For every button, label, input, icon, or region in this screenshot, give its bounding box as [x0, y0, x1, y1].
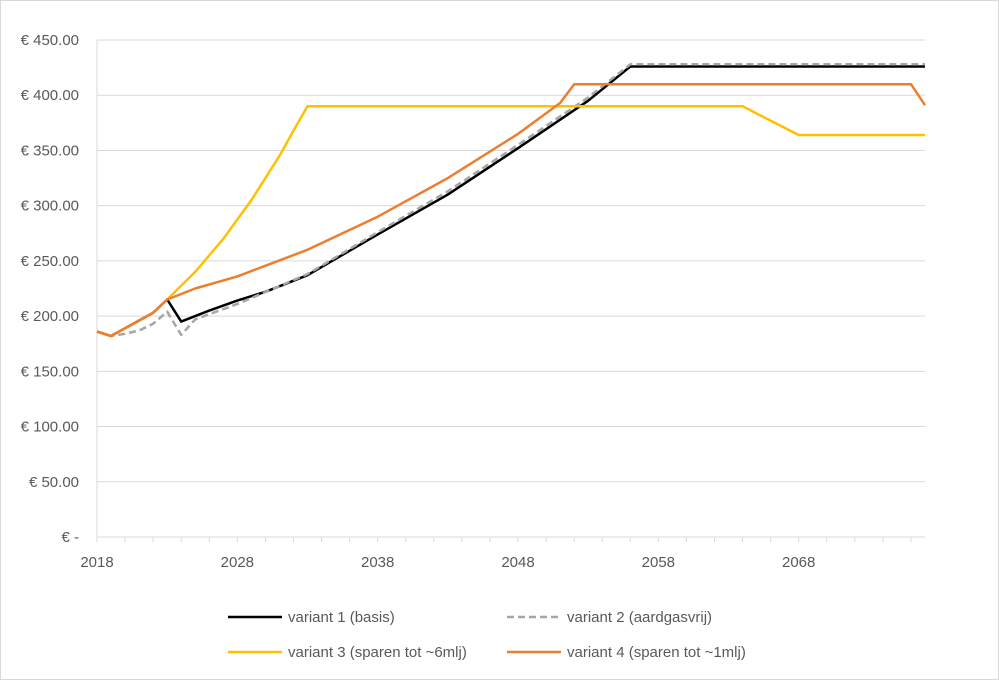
series-line — [96, 105, 925, 338]
series-line — [96, 63, 925, 338]
series-line — [96, 82, 927, 338]
legend-label: variant 1 (basis) — [288, 609, 395, 626]
y-tick-label: € - — [61, 529, 79, 546]
x-tick-label: 2068 — [782, 554, 815, 571]
y-tick-label: € 200.00 — [21, 308, 79, 325]
y-tick-label: € 250.00 — [21, 253, 79, 270]
x-tick-label: 2018 — [80, 554, 113, 571]
legend-label: variant 2 (aardgasvrij) — [567, 609, 712, 626]
gridlines — [97, 39, 925, 483]
y-axis-tick-labels: € - € 50.00 € 100.00 € 150.00 € 200.00 € 250.… — [21, 32, 79, 546]
x-axis: 2018 2028 2038 2048 2058 2068 — [80, 40, 925, 571]
legend: variant 1 (basis) variant 2 (aardgasvrij)… — [228, 609, 746, 661]
y-tick-label: € 50.00 — [29, 474, 79, 491]
series-lines — [96, 63, 927, 338]
y-tick-label: € 150.00 — [21, 363, 79, 380]
y-tick-label: € 450.00 — [21, 32, 79, 49]
x-tick-label: 2038 — [361, 554, 394, 571]
y-tick-label: € 350.00 — [21, 142, 79, 159]
y-tick-label: € 100.00 — [21, 419, 79, 436]
x-tick-label: 2048 — [501, 554, 534, 571]
legend-label: variant 4 (sparen tot ~1mlj) — [567, 644, 746, 661]
x-tick-label: 2028 — [221, 554, 254, 571]
legend-label: variant 3 (sparen tot ~6mlj) — [288, 644, 467, 661]
x-tick-label: 2058 — [642, 554, 675, 571]
y-tick-label: € 400.00 — [21, 87, 79, 104]
y-tick-label: € 300.00 — [21, 198, 79, 215]
